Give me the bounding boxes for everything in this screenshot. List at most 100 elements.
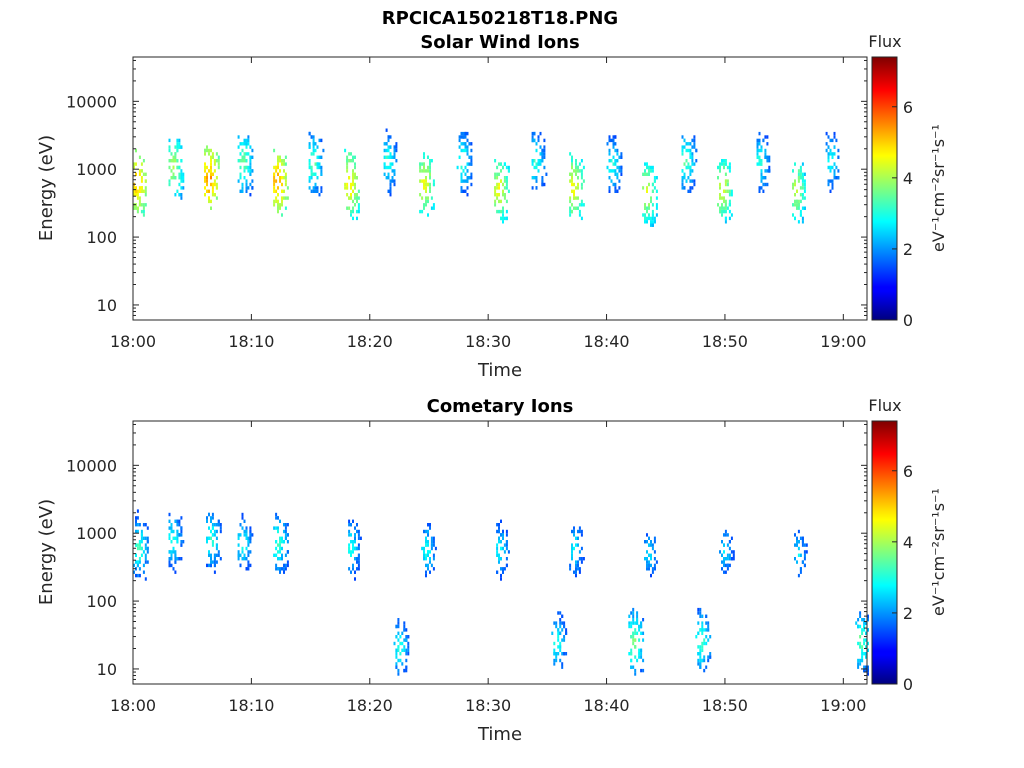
heatmap-cell (545, 172, 548, 176)
heatmap-cell (425, 529, 427, 534)
heatmap-cell (140, 186, 143, 190)
heatmap-cell (425, 563, 427, 568)
heatmap-cell (284, 206, 287, 210)
heatmap-cell (646, 172, 648, 176)
heatmap-cell (697, 662, 700, 666)
heatmap-cell (210, 536, 212, 540)
heatmap-cell (241, 550, 244, 554)
heatmap-cell (389, 182, 392, 187)
heatmap-cell (500, 573, 502, 578)
heatmap-cell (310, 176, 313, 180)
heatmap-cell (391, 169, 394, 173)
heatmap-cell (653, 557, 656, 561)
heatmap-cell (628, 624, 631, 629)
heatmap-cell (758, 148, 761, 153)
heatmap-cell (180, 540, 183, 544)
heatmap-cell (642, 186, 645, 190)
heatmap-cell (180, 176, 183, 180)
heatmap-cell (273, 179, 276, 183)
heatmap-cell (500, 179, 502, 183)
heatmap-cell (425, 543, 427, 547)
heatmap-cell (571, 179, 573, 183)
heatmap-cell (859, 645, 862, 649)
heatmap-cell (689, 152, 692, 156)
heatmap-cell (863, 628, 866, 632)
panel-title-cometary: Cometary Ions (427, 396, 574, 417)
heatmap-cell (724, 182, 727, 187)
heatmap-cell (308, 142, 311, 146)
heatmap-cell (245, 189, 248, 193)
heatmap-cell (387, 155, 390, 159)
heatmap-cell (136, 509, 139, 513)
heatmap-cell (462, 142, 465, 146)
heatmap-cell (559, 641, 562, 646)
heatmap-cell (393, 148, 396, 153)
heatmap-cell (275, 526, 278, 530)
heatmap-cell (829, 138, 832, 143)
heatmap-cell (863, 665, 866, 669)
heatmap-cell (801, 162, 804, 166)
heatmap-cell (502, 206, 504, 210)
heatmap-cell (279, 159, 281, 163)
heatmap-cell (496, 196, 499, 200)
heatmap-cell (211, 189, 214, 193)
heatmap-cell (423, 182, 425, 187)
heatmap-cell (425, 176, 427, 180)
heatmap-cell (208, 196, 210, 200)
heatmap-cell (726, 563, 729, 568)
heatmap-cell (460, 176, 463, 180)
heatmap-cell (283, 159, 285, 163)
heatmap-cell (642, 668, 645, 673)
heatmap-cell (273, 553, 276, 557)
heatmap-cell (178, 193, 181, 197)
heatmap-cell (644, 162, 646, 166)
heatmap-cell (571, 182, 573, 187)
heatmap-cell (612, 142, 615, 146)
heatmap-cell (500, 519, 502, 523)
heatmap-cell (531, 135, 534, 139)
heatmap-cell (208, 169, 210, 173)
heatmap-cell (421, 209, 424, 214)
heatmap-cell (681, 145, 684, 149)
heatmap-cell (284, 172, 287, 176)
heatmap-cell (559, 645, 562, 649)
heatmap-cell (498, 536, 500, 540)
heatmap-cell (498, 199, 500, 204)
heatmap-cell (827, 155, 830, 159)
heatmap-cell (857, 641, 860, 646)
heatmap-cell (502, 165, 504, 170)
heatmap-cell (215, 152, 218, 156)
heatmap-cell (719, 182, 721, 187)
heatmap-cell (612, 162, 615, 166)
heatmap-cell (308, 131, 311, 136)
heatmap-cell (685, 179, 688, 183)
colorbar-tick-label: 0 (903, 675, 913, 694)
heatmap-cell (352, 550, 354, 554)
heatmap-cell (699, 665, 702, 669)
heatmap-cell (286, 550, 289, 554)
heatmap-cell (172, 159, 175, 163)
heatmap-cell (569, 213, 572, 217)
heatmap-cell (241, 155, 244, 159)
heatmap-cell (723, 196, 725, 200)
heatmap-cell (768, 159, 771, 163)
heatmap-cell (634, 621, 637, 625)
heatmap-cell (792, 203, 794, 207)
heatmap-cell (498, 186, 500, 190)
heatmap-cell (651, 567, 654, 571)
heatmap-cell (758, 138, 761, 143)
heatmap-cell (140, 176, 143, 180)
heatmap-cell (608, 169, 611, 173)
heatmap-cell (756, 148, 759, 153)
heatmap-cell (348, 196, 351, 200)
heatmap-cell (797, 573, 800, 578)
heatmap-cell (135, 573, 137, 578)
heatmap-cell (507, 189, 510, 193)
heatmap-cell (140, 209, 143, 214)
heatmap-cell (391, 176, 394, 180)
heatmap-cell (634, 628, 637, 632)
heatmap-cell (801, 176, 804, 180)
heatmap-cell (797, 206, 800, 210)
heatmap-cell (144, 179, 147, 183)
heatmap-cell (279, 570, 281, 574)
